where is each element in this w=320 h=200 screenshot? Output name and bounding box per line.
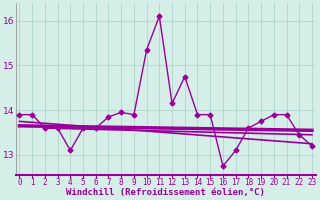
X-axis label: Windchill (Refroidissement éolien,°C): Windchill (Refroidissement éolien,°C) [66, 188, 265, 197]
